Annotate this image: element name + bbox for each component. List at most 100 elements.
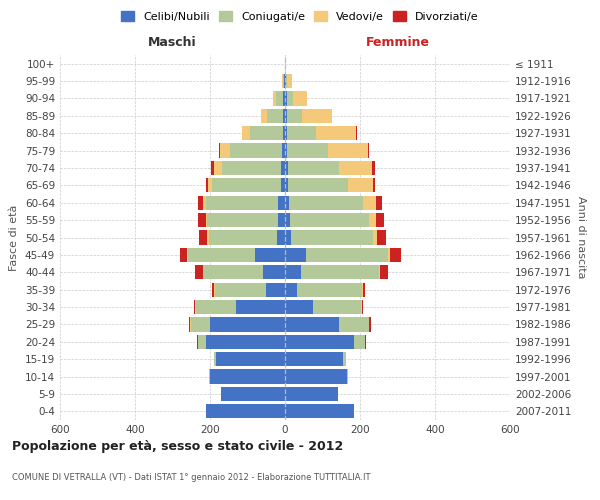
Bar bbox=[285, 74, 286, 88]
Bar bbox=[285, 387, 337, 401]
Bar bbox=[287, 74, 292, 88]
Bar bbox=[373, 230, 377, 244]
Bar bbox=[376, 213, 385, 227]
Bar bbox=[188, 318, 190, 332]
Bar bbox=[285, 230, 291, 244]
Bar bbox=[287, 144, 328, 158]
Bar bbox=[355, 334, 365, 349]
Bar bbox=[207, 230, 209, 244]
Bar bbox=[302, 108, 331, 123]
Bar bbox=[364, 196, 376, 210]
Bar bbox=[274, 92, 277, 106]
Bar bbox=[214, 161, 222, 175]
Bar bbox=[285, 282, 297, 297]
Text: Maschi: Maschi bbox=[148, 36, 197, 49]
Bar bbox=[285, 352, 343, 366]
Bar bbox=[197, 334, 198, 349]
Bar bbox=[206, 178, 208, 192]
Bar bbox=[260, 108, 268, 123]
Bar bbox=[285, 300, 313, 314]
Bar bbox=[285, 404, 355, 418]
Bar bbox=[196, 300, 236, 314]
Bar bbox=[289, 178, 347, 192]
Bar bbox=[199, 230, 207, 244]
Text: Femmine: Femmine bbox=[365, 36, 430, 49]
Bar bbox=[209, 230, 277, 244]
Bar bbox=[340, 161, 373, 175]
Bar bbox=[316, 126, 356, 140]
Bar bbox=[287, 92, 293, 106]
Y-axis label: Fasce di età: Fasce di età bbox=[10, 204, 19, 270]
Bar bbox=[361, 300, 362, 314]
Bar bbox=[210, 370, 285, 384]
Bar bbox=[286, 74, 287, 88]
Bar bbox=[283, 92, 285, 106]
Bar bbox=[347, 178, 373, 192]
Bar bbox=[388, 248, 391, 262]
Bar bbox=[285, 144, 287, 158]
Bar bbox=[206, 334, 285, 349]
Bar bbox=[285, 318, 340, 332]
Bar bbox=[205, 213, 207, 227]
Bar bbox=[198, 334, 206, 349]
Bar bbox=[230, 144, 282, 158]
Bar bbox=[369, 318, 371, 332]
Bar bbox=[377, 230, 386, 244]
Bar bbox=[285, 213, 290, 227]
Bar bbox=[277, 230, 285, 244]
Bar bbox=[285, 265, 301, 280]
Bar bbox=[380, 265, 388, 280]
Bar bbox=[221, 387, 285, 401]
Bar bbox=[268, 108, 283, 123]
Bar bbox=[379, 265, 380, 280]
Bar bbox=[285, 334, 355, 349]
Bar bbox=[340, 318, 368, 332]
Bar bbox=[206, 196, 278, 210]
Bar bbox=[287, 126, 316, 140]
Bar bbox=[391, 248, 401, 262]
Bar bbox=[328, 144, 368, 158]
Bar bbox=[347, 370, 349, 384]
Legend: Celibi/Nubili, Coniugati/e, Vedovi/e, Divorziati/e: Celibi/Nubili, Coniugati/e, Vedovi/e, Di… bbox=[118, 8, 482, 25]
Bar bbox=[196, 265, 203, 280]
Bar bbox=[255, 248, 285, 262]
Bar bbox=[277, 213, 285, 227]
Bar bbox=[206, 404, 285, 418]
Bar bbox=[222, 161, 281, 175]
Bar bbox=[285, 178, 289, 192]
Bar bbox=[187, 248, 255, 262]
Bar bbox=[250, 126, 283, 140]
Bar bbox=[285, 126, 287, 140]
Bar bbox=[370, 213, 376, 227]
Bar bbox=[220, 144, 230, 158]
Bar bbox=[207, 213, 277, 227]
Bar bbox=[215, 282, 266, 297]
Bar bbox=[362, 300, 364, 314]
Bar bbox=[293, 92, 307, 106]
Bar bbox=[212, 282, 214, 297]
Text: Popolazione per età, sesso e stato civile - 2012: Popolazione per età, sesso e stato civil… bbox=[12, 440, 343, 453]
Bar bbox=[194, 300, 196, 314]
Bar bbox=[285, 108, 287, 123]
Bar bbox=[211, 161, 214, 175]
Bar bbox=[283, 126, 285, 140]
Bar bbox=[282, 74, 283, 88]
Bar bbox=[198, 196, 203, 210]
Bar bbox=[236, 300, 285, 314]
Bar bbox=[285, 161, 287, 175]
Bar bbox=[363, 282, 365, 297]
Bar bbox=[208, 178, 212, 192]
Text: COMUNE DI VETRALLA (VT) - Dati ISTAT 1° gennaio 2012 - Elaborazione TUTTITALIA.I: COMUNE DI VETRALLA (VT) - Dati ISTAT 1° … bbox=[12, 473, 371, 482]
Bar bbox=[313, 300, 361, 314]
Bar bbox=[281, 161, 285, 175]
Bar bbox=[376, 196, 382, 210]
Bar bbox=[281, 178, 285, 192]
Bar bbox=[289, 196, 364, 210]
Bar bbox=[203, 196, 206, 210]
Bar bbox=[373, 161, 375, 175]
Bar bbox=[215, 352, 285, 366]
Bar bbox=[210, 318, 285, 332]
Bar bbox=[284, 74, 285, 88]
Bar bbox=[287, 161, 340, 175]
Bar bbox=[181, 248, 187, 262]
